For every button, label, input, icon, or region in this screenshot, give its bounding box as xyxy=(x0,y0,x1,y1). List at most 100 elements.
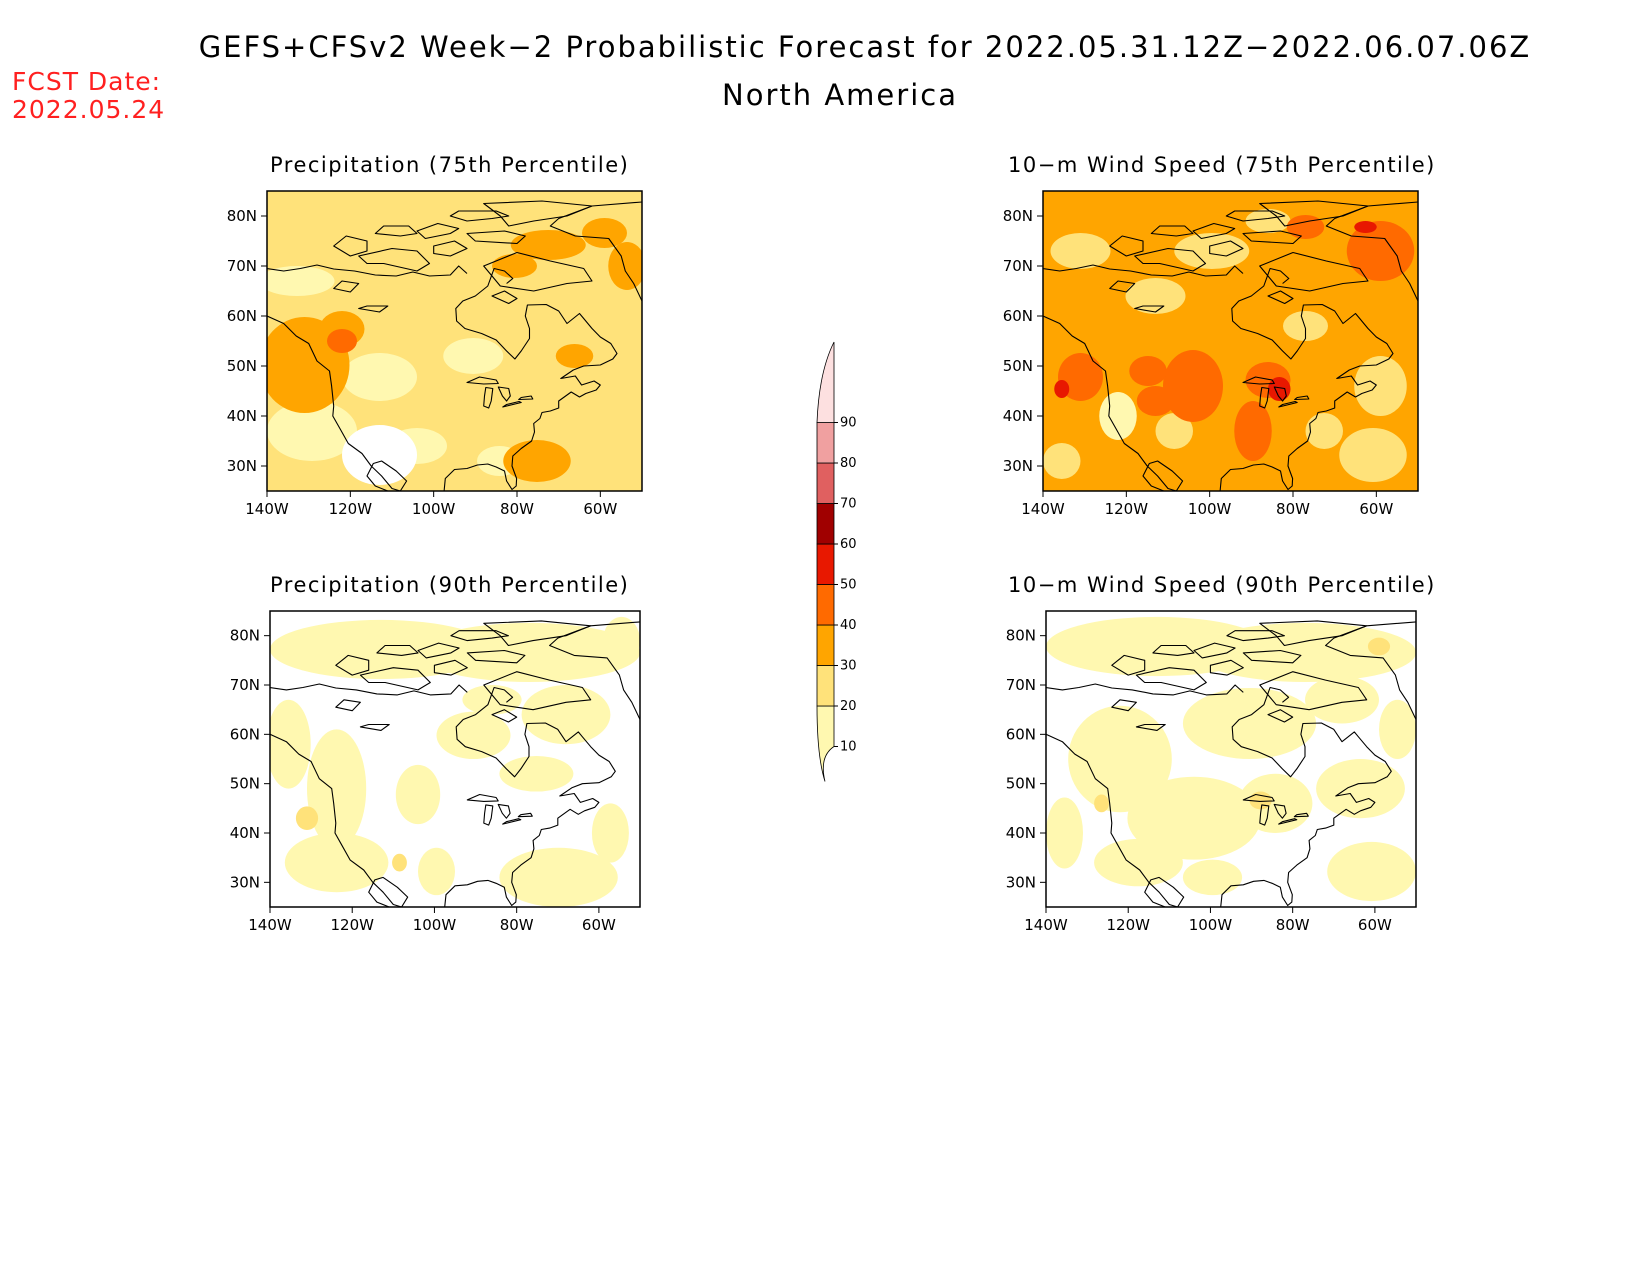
probability-shading xyxy=(1182,859,1243,896)
lat-label: 50N xyxy=(1006,775,1036,793)
island-outline xyxy=(1193,642,1236,659)
probability-shading xyxy=(443,338,504,374)
lat-label: 70N xyxy=(1003,257,1033,275)
probability-shading xyxy=(555,344,594,368)
lake-outline xyxy=(502,818,522,825)
colorbar-box xyxy=(816,422,835,464)
island-outline xyxy=(1267,290,1294,305)
lon-label: 100W xyxy=(412,500,456,518)
coastline-west xyxy=(1043,315,1184,491)
island-outline xyxy=(466,649,526,664)
lake-outline xyxy=(1294,395,1310,401)
lat-label: 40N xyxy=(227,407,257,425)
colorbar-label: 10 xyxy=(840,740,857,755)
probability-shading xyxy=(1136,386,1175,416)
colorbar-label: 20 xyxy=(840,699,857,714)
panel-title-precip90: Precipitation (90th Percentile) xyxy=(270,573,630,597)
island-outline xyxy=(335,654,370,676)
lat-label: 80N xyxy=(1006,627,1036,645)
colorbar-label: 30 xyxy=(840,659,857,674)
colorbar-box xyxy=(816,543,835,585)
coastline-arctic xyxy=(1046,683,1244,696)
lat-label: 60N xyxy=(230,725,260,743)
colorbar-label: 70 xyxy=(840,497,857,512)
lake-outline xyxy=(1293,812,1309,818)
island-outline xyxy=(376,644,419,656)
probability-shading xyxy=(1054,380,1070,398)
lake-outline xyxy=(1135,723,1166,731)
probability-shading xyxy=(395,764,441,825)
probability-shading xyxy=(1327,841,1416,902)
probability-shading xyxy=(1305,676,1379,724)
colorbar-label: 60 xyxy=(840,537,857,552)
island-outline xyxy=(449,210,510,222)
island-outline xyxy=(416,222,460,240)
lat-label: 50N xyxy=(1003,357,1033,375)
lon-label: 120W xyxy=(330,916,374,934)
lat-label: 80N xyxy=(1003,207,1033,225)
colorbar-label: 40 xyxy=(840,618,857,633)
lake-outline xyxy=(1278,818,1298,825)
colorbar-label: 50 xyxy=(840,578,857,593)
probability-shading xyxy=(418,622,640,683)
probability-shading xyxy=(603,616,640,665)
island-outline xyxy=(1259,251,1369,292)
lake-outline xyxy=(1242,793,1275,802)
island-outline xyxy=(483,251,593,292)
probability-shading xyxy=(284,833,389,893)
lon-label: 120W xyxy=(1105,500,1149,518)
island-outline xyxy=(483,671,592,711)
probability-shading xyxy=(492,254,537,278)
lat-label: 80N xyxy=(227,207,257,225)
colorbar: 10 20 30 40 50 60 70 80 90 xyxy=(816,341,857,782)
probability-shading xyxy=(267,401,357,461)
colorbar-box xyxy=(816,705,835,782)
lon-label: 80W xyxy=(1276,916,1310,934)
probability-shading xyxy=(270,699,311,789)
coastline-arctic xyxy=(1043,264,1244,277)
island-outline xyxy=(491,709,518,723)
probability-shading xyxy=(342,425,417,485)
island-outline xyxy=(359,667,431,691)
island-outline xyxy=(1267,709,1294,723)
lake-outline xyxy=(1242,376,1275,385)
lon-label: 80W xyxy=(500,500,534,518)
map-frame xyxy=(269,610,641,908)
probability-shading xyxy=(1354,221,1377,233)
island-outline xyxy=(1226,630,1285,642)
lon-label: 100W xyxy=(1189,916,1233,934)
probability-shading xyxy=(591,803,629,863)
lake-outline xyxy=(502,400,522,408)
map-panel-wind90: 30N 40N 50N 60N 70N 80N 140W 120W 100W 80W 60W xyxy=(1006,610,1417,934)
probability-shading xyxy=(1174,233,1250,269)
greenland-outline xyxy=(549,201,642,302)
lake-outline xyxy=(358,305,389,313)
lat-label: 40N xyxy=(230,824,260,842)
island-outline xyxy=(1209,240,1244,257)
lake-outline xyxy=(333,280,360,293)
lat-label: 80N xyxy=(230,627,260,645)
lon-label: 140W xyxy=(1021,500,1065,518)
probability-shading xyxy=(1305,413,1343,449)
island-outline xyxy=(1242,649,1302,664)
lat-label: 70N xyxy=(227,257,257,275)
probability-shading xyxy=(582,218,627,248)
lat-label: 50N xyxy=(230,775,260,793)
lake-outline xyxy=(1109,280,1136,293)
colorbar-box xyxy=(816,341,835,423)
fcst-date-label: FCST Date: xyxy=(12,67,162,96)
probability-shading xyxy=(1286,215,1325,239)
probability-shading xyxy=(1346,221,1415,281)
lake-outline xyxy=(466,793,499,802)
lon-label: 120W xyxy=(329,500,373,518)
coastline-arctic xyxy=(270,683,468,696)
probability-shading xyxy=(499,756,574,792)
island-outline xyxy=(333,235,368,257)
greenland-outline xyxy=(1325,201,1418,302)
lon-label: 80W xyxy=(500,916,534,934)
probability-shading xyxy=(521,685,611,745)
probability-shading xyxy=(1238,773,1313,834)
island-outline xyxy=(417,642,460,659)
greenland-outline xyxy=(549,621,640,721)
